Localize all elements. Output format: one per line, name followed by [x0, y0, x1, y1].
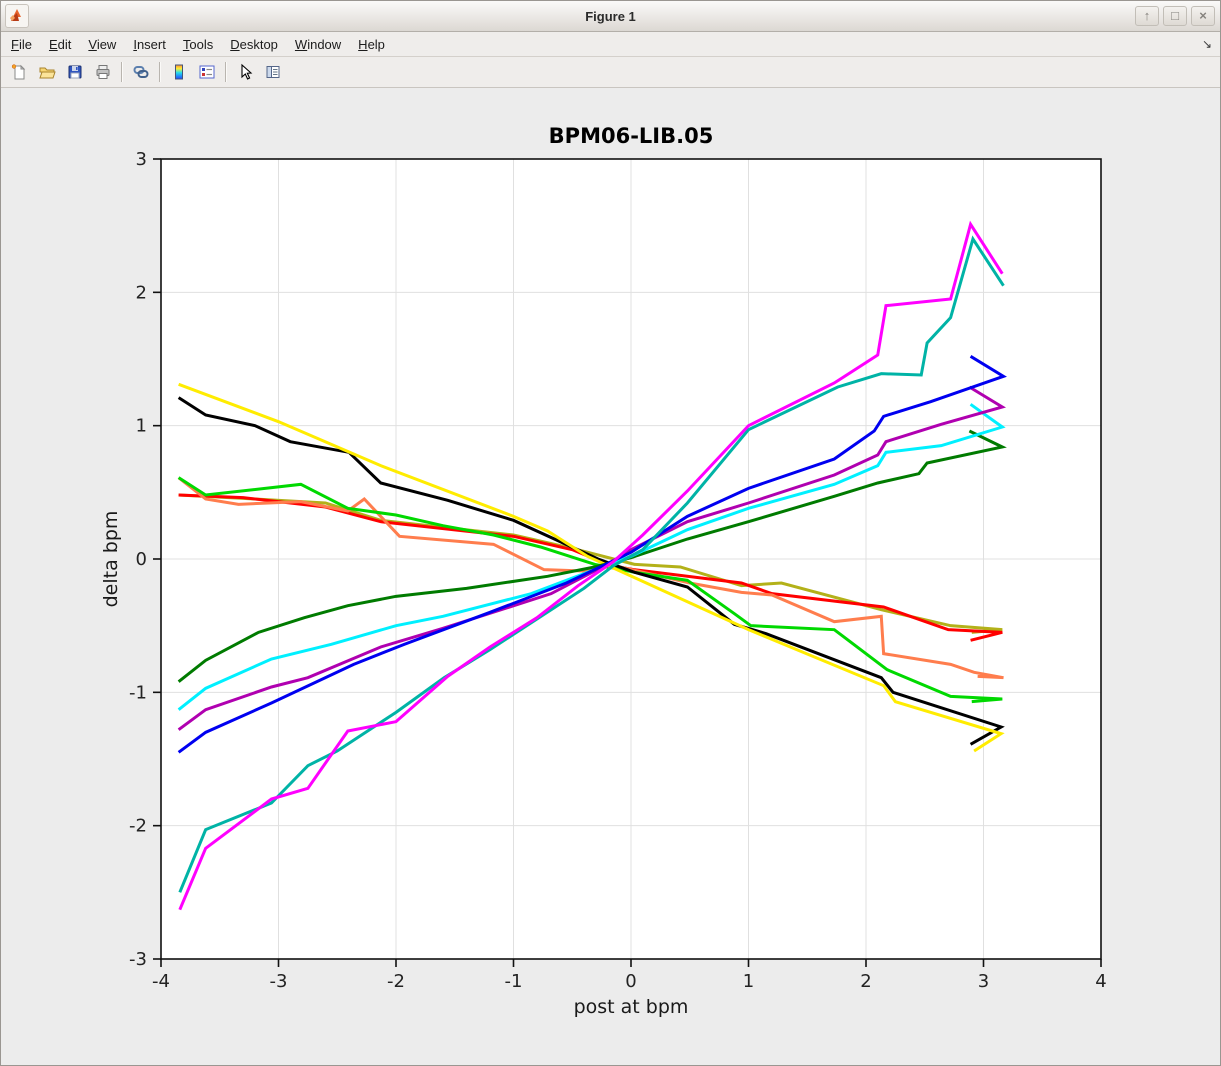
dock-figure-icon[interactable]: ↘ [1202, 37, 1212, 51]
x-tick-label: -1 [505, 971, 523, 992]
menu-item-tools[interactable]: Tools [183, 37, 213, 52]
y-tick-label: 3 [136, 149, 147, 170]
y-tick-label: -3 [129, 949, 147, 970]
menu-item-edit[interactable]: Edit [49, 37, 71, 52]
toolbar [1, 57, 1220, 88]
toolbar-separator [121, 62, 123, 82]
menu-item-insert[interactable]: Insert [133, 37, 166, 52]
new-figure-button[interactable] [5, 59, 33, 85]
x-tick-label: 3 [978, 971, 989, 992]
menu-item-file[interactable]: File [11, 37, 32, 52]
menu-item-window[interactable]: Window [295, 37, 341, 52]
colorbar-icon [170, 63, 188, 81]
x-tick-label: -3 [270, 971, 288, 992]
x-tick-label: 1 [743, 971, 754, 992]
print-figure-button[interactable] [89, 59, 117, 85]
edit-plot-button[interactable] [231, 59, 259, 85]
y-tick-label: 2 [136, 282, 147, 303]
figure-canvas: -4-3-2-101234-3-2-10123 BPM06-LIB.05 pos… [1, 88, 1220, 1065]
x-tick-label: 4 [1095, 971, 1106, 992]
insert-colorbar-button[interactable] [165, 59, 193, 85]
plot-browser-button[interactable] [259, 59, 287, 85]
x-axis-label: post at bpm [161, 996, 1101, 1018]
title-bar[interactable]: Figure 1 ↑ □ × [1, 1, 1220, 32]
open-file-button[interactable] [33, 59, 61, 85]
y-axis-label: delta bpm [100, 511, 122, 608]
y-tick-label: 1 [136, 416, 147, 437]
close-button[interactable]: × [1191, 6, 1215, 26]
plot-title: BPM06-LIB.05 [161, 124, 1101, 148]
save-floppy-icon [66, 63, 84, 81]
x-tick-label: -4 [152, 971, 170, 992]
insert-legend-button[interactable] [193, 59, 221, 85]
menu-item-desktop[interactable]: Desktop [230, 37, 278, 52]
save-figure-button[interactable] [61, 59, 89, 85]
x-tick-label: 2 [860, 971, 871, 992]
y-tick-label: 0 [136, 549, 147, 570]
menu-item-help[interactable]: Help [358, 37, 385, 52]
menu-item-view[interactable]: View [88, 37, 116, 52]
printer-icon [94, 63, 112, 81]
minimize-button[interactable]: ↑ [1135, 6, 1159, 26]
x-tick-label: 0 [625, 971, 636, 992]
maximize-button[interactable]: □ [1163, 6, 1187, 26]
cursor-arrow-icon [236, 63, 254, 81]
link-plot-button[interactable] [127, 59, 155, 85]
window-title: Figure 1 [1, 9, 1220, 24]
x-tick-label: -2 [387, 971, 405, 992]
window-controls: ↑ □ × [1135, 6, 1220, 26]
y-tick-label: -2 [129, 816, 147, 837]
link-chain-icon [132, 63, 150, 81]
matlab-logo-icon [5, 4, 29, 28]
y-tick-label: -1 [129, 682, 147, 703]
menu-bar: File Edit View Insert Tools Desktop Window Help… [1, 32, 1220, 57]
plot-browser-icon [264, 63, 282, 81]
open-folder-icon [38, 63, 56, 81]
toolbar-separator [225, 62, 227, 82]
figure-window: Figure 1 ↑ □ × File Edit View Insert Tools De… [0, 0, 1221, 1066]
new-document-icon [10, 63, 28, 81]
axes: -4-3-2-101234-3-2-10123 [1, 88, 1221, 1066]
toolbar-separator [159, 62, 161, 82]
legend-icon [198, 63, 216, 81]
